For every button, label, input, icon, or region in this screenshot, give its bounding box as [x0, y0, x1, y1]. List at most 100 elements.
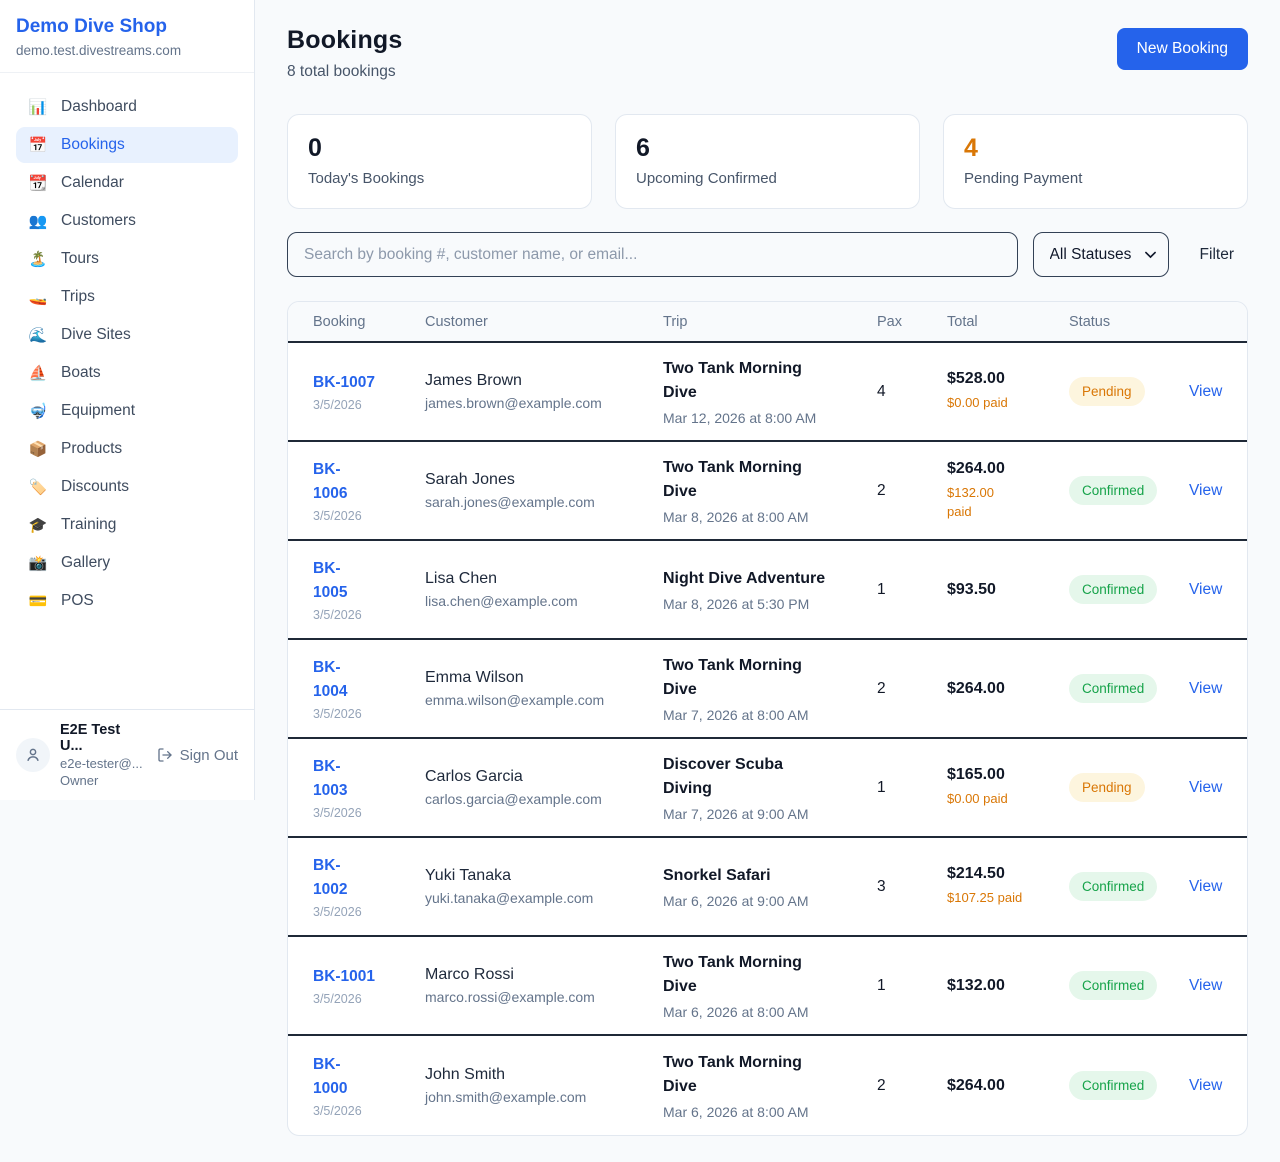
brand-domain: demo.test.divestreams.com — [16, 43, 182, 58]
bookings-table: Booking Customer Trip Pax Total Status BK-100… — [287, 301, 1248, 1136]
booking-number-link[interactable]: BK- 1006 — [313, 460, 348, 502]
sidebar-item-calendar[interactable]: 📆 Calendar — [16, 165, 238, 201]
avatar — [16, 738, 50, 772]
status-filter-select[interactable]: All Statuses — [1032, 232, 1169, 277]
sidebar-item-equipment[interactable]: 🤿 Equipment — [16, 393, 238, 429]
trip-datetime: Mar 6, 2026 at 9:00 AM — [663, 893, 809, 909]
booking-number-link[interactable]: BK-1007 — [313, 373, 376, 391]
sidebar-item-label: Customers — [61, 212, 136, 229]
table-header: Booking Customer Trip Pax Total Status — [288, 302, 1247, 343]
trip-name: Night Dive Adventure — [663, 570, 826, 587]
view-link[interactable]: View — [1189, 778, 1223, 796]
sidebar-item-gallery[interactable]: 📸 Gallery — [16, 545, 238, 581]
booking-number-link[interactable]: BK-1001 — [313, 967, 376, 985]
camera-icon: 📸 — [28, 555, 48, 572]
paid-amount: $0.00 paid — [947, 791, 1008, 807]
paid-amount: $107.25 paid — [947, 890, 1023, 906]
tag-icon: 🏷️ — [28, 479, 48, 496]
table-body: BK-1007 3/5/2026 James Brown james.brown… — [288, 343, 1247, 1135]
view-link[interactable]: View — [1189, 580, 1223, 598]
booking-number-link[interactable]: BK- 1002 — [313, 856, 348, 898]
column-header-booking: Booking — [313, 313, 366, 330]
booking-number-link[interactable]: BK- 1000 — [313, 1055, 348, 1097]
trip-name: Snorkel Safari — [663, 867, 771, 884]
sign-out-button[interactable]: Sign Out — [157, 747, 238, 764]
credit-card-icon: 💳 — [28, 593, 48, 610]
booking-date: 3/5/2026 — [313, 1104, 362, 1119]
table-row: BK-1001 3/5/2026 Marco Rossi marco.rossi… — [288, 937, 1247, 1036]
paid-amount: $132.00 paid — [947, 484, 994, 520]
page-header: Bookings 8 total bookings New Booking — [287, 26, 1248, 81]
user-email: e2e-tester@... — [60, 756, 143, 771]
sidebar-item-dashboard[interactable]: 📊 Dashboard — [16, 89, 238, 125]
booking-date: 3/5/2026 — [313, 509, 362, 524]
sidebar-item-products[interactable]: 📦 Products — [16, 431, 238, 467]
sidebar-nav: 📊 Dashboard 📅 Bookings 📆 Calendar 👥 Cust… — [0, 73, 254, 709]
table-row: BK- 1000 3/5/2026 John Smith john.smith@e… — [288, 1036, 1247, 1135]
booking-number-link[interactable]: BK- 1003 — [313, 757, 348, 799]
view-link[interactable]: View — [1189, 679, 1223, 697]
customer-name: James Brown — [425, 372, 522, 389]
booking-number-link[interactable]: BK- 1004 — [313, 658, 348, 700]
status-badge: Confirmed — [1069, 575, 1158, 604]
booking-date: 3/5/2026 — [313, 608, 362, 623]
sidebar-item-label: Dashboard — [61, 98, 137, 115]
filter-bar: All Statuses Filter — [287, 232, 1248, 277]
brand: Demo Dive Shop demo.test.divestreams.com — [0, 0, 254, 73]
sidebar-item-label: Equipment — [61, 402, 136, 419]
view-link[interactable]: View — [1189, 1076, 1223, 1094]
sidebar-item-label: Training — [61, 516, 117, 533]
filter-button[interactable]: Filter — [1199, 245, 1234, 263]
view-link[interactable]: View — [1189, 877, 1223, 895]
pax-count: 1 — [877, 976, 886, 994]
customer-email: marco.rossi@example.com — [425, 989, 595, 1005]
sidebar-item-pos[interactable]: 💳 POS — [16, 583, 238, 619]
customer-name: Marco Rossi — [425, 966, 514, 983]
sidebar-item-label: Tours — [61, 250, 99, 267]
customer-email: yuki.tanaka@example.com — [425, 890, 594, 906]
pax-count: 2 — [877, 1076, 886, 1094]
new-booking-button[interactable]: New Booking — [1116, 28, 1248, 70]
column-header-status: Status — [1069, 313, 1111, 330]
sidebar-item-trips[interactable]: 🚤 Trips — [16, 279, 238, 315]
status-badge: Confirmed — [1069, 476, 1158, 505]
sidebar-item-label: POS — [61, 592, 94, 609]
sidebar-item-label: Gallery — [61, 554, 111, 571]
diving-mask-icon: 🤿 — [28, 403, 48, 420]
customer-name: Carlos Garcia — [425, 768, 523, 785]
trip-datetime: Mar 6, 2026 at 8:00 AM — [663, 1004, 809, 1020]
status-badge: Confirmed — [1069, 1071, 1158, 1100]
column-header-customer: Customer — [425, 313, 488, 330]
booking-number-link[interactable]: BK- 1005 — [313, 559, 348, 601]
main-content: Bookings 8 total bookings New Booking 0 … — [255, 0, 1280, 1162]
status-badge: Pending — [1069, 773, 1145, 802]
booking-date: 3/5/2026 — [313, 398, 362, 412]
status-badge: Confirmed — [1069, 674, 1158, 703]
booking-date: 3/5/2026 — [313, 992, 362, 1006]
sidebar-item-discounts[interactable]: 🏷️ Discounts — [16, 469, 238, 505]
stat-value: 6 — [636, 134, 650, 162]
sidebar-item-bookings[interactable]: 📅 Bookings — [16, 127, 238, 163]
stat-card: 6 Upcoming Confirmed — [615, 114, 920, 209]
pax-count: 1 — [877, 580, 886, 598]
user-role: Owner — [60, 773, 99, 788]
view-link[interactable]: View — [1189, 976, 1223, 994]
sidebar-item-customers[interactable]: 👥 Customers — [16, 203, 238, 239]
view-link[interactable]: View — [1189, 481, 1223, 499]
sidebar-item-training[interactable]: 🎓 Training — [16, 507, 238, 543]
trip-datetime: Mar 8, 2026 at 5:30 PM — [663, 596, 810, 612]
view-link[interactable]: View — [1189, 382, 1223, 400]
sidebar-item-dive-sites[interactable]: 🌊 Dive Sites — [16, 317, 238, 353]
status-badge: Confirmed — [1069, 971, 1158, 1000]
sidebar-item-boats[interactable]: ⛵ Boats — [16, 355, 238, 391]
trip-name: Two Tank Morning Dive — [663, 954, 802, 995]
total-amount: $528.00 — [947, 370, 1005, 388]
table-row: BK- 1002 3/5/2026 Yuki Tanaka yuki.tanaka… — [288, 838, 1247, 937]
sailboat-icon: ⛵ — [28, 365, 48, 382]
user-panel: E2E Test U... e2e-tester@... Owner Sign … — [0, 709, 254, 800]
column-header-total: Total — [947, 313, 978, 330]
sidebar-item-tours[interactable]: 🏝️ Tours — [16, 241, 238, 277]
stat-label: Today's Bookings — [308, 170, 425, 187]
search-input[interactable] — [287, 232, 1018, 277]
customer-name: Yuki Tanaka — [425, 867, 511, 884]
